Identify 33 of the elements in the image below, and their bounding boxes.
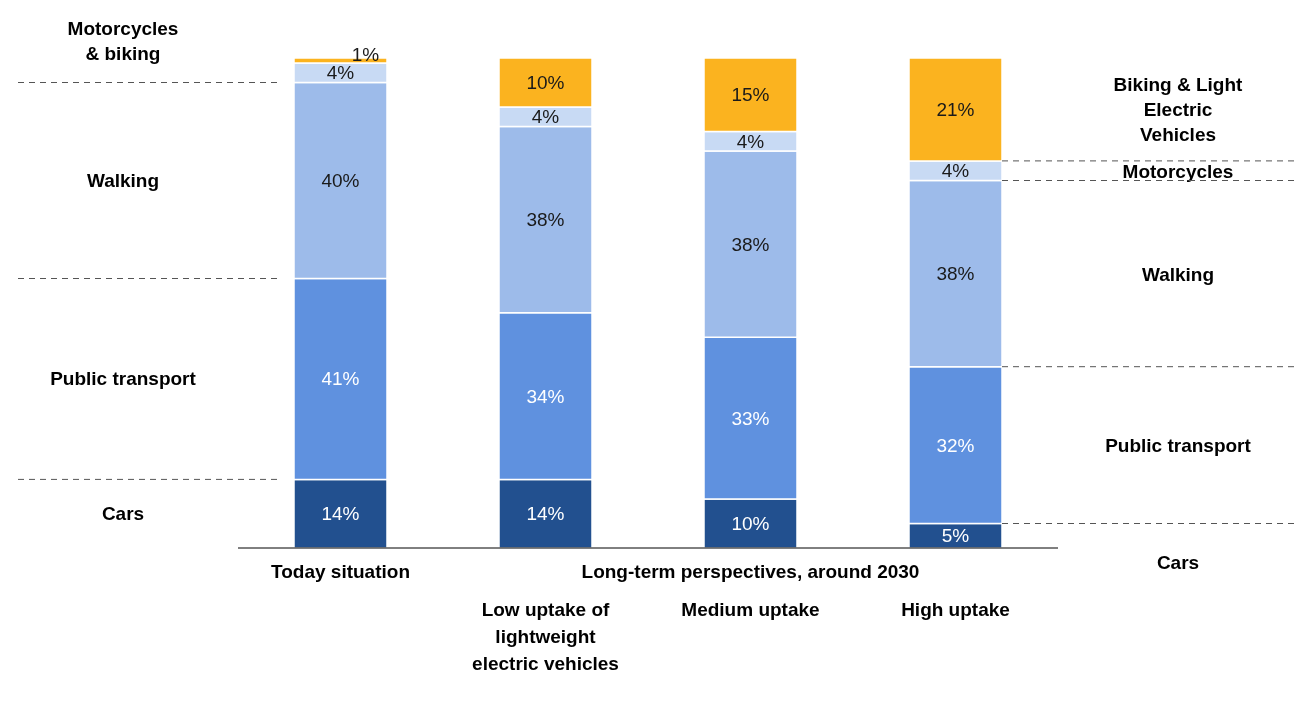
text: Long-term perspectives, around 2030 xyxy=(581,561,920,582)
text: Public transport xyxy=(50,368,197,390)
data-label: 41% xyxy=(321,368,360,390)
data-label: 14% xyxy=(526,503,565,525)
x-tick-label: Today situation xyxy=(271,561,410,582)
data-label: 38% xyxy=(526,209,565,231)
data-label: 14% xyxy=(321,503,360,525)
text: Cars xyxy=(101,503,145,525)
data-label: 10% xyxy=(731,513,770,534)
text: Cars xyxy=(1156,551,1200,573)
data-label: 4% xyxy=(941,160,970,182)
text: Biking & Light Electric Vehicles xyxy=(1113,73,1244,145)
text: Walking xyxy=(86,170,160,191)
data-label: 5% xyxy=(941,525,970,547)
data-label: 10% xyxy=(526,72,565,93)
text: Walking xyxy=(1141,263,1215,285)
x-tick-label: High uptake xyxy=(901,599,1010,620)
data-label: 33% xyxy=(731,407,770,429)
data-label: 34% xyxy=(526,385,565,407)
data-label: 32% xyxy=(936,434,975,456)
x-tick-label: Medium uptake xyxy=(681,599,820,620)
data-label: 38% xyxy=(731,233,770,255)
data-label: 21% xyxy=(936,98,975,120)
data-label: 15% xyxy=(731,84,770,106)
data-label: 4% xyxy=(326,62,355,84)
data-label: 38% xyxy=(936,263,975,285)
data-label: 4% xyxy=(531,106,560,128)
text: Motorcycles & biking xyxy=(67,17,179,64)
x-tick-label: Low uptake of lightweight electric vehicles xyxy=(472,599,619,674)
data-label: 40% xyxy=(321,170,360,191)
data-label: 4% xyxy=(736,130,765,152)
text: Motorcycles xyxy=(1122,160,1234,182)
text: Public transport xyxy=(1105,434,1251,456)
